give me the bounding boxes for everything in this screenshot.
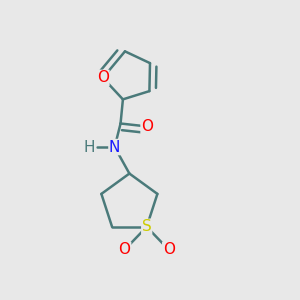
Text: H: H [84, 140, 95, 154]
Text: O: O [163, 242, 175, 257]
Text: O: O [118, 242, 130, 257]
Text: O: O [97, 70, 109, 86]
Text: S: S [142, 219, 152, 234]
Text: O: O [141, 119, 153, 134]
Text: N: N [109, 140, 120, 154]
